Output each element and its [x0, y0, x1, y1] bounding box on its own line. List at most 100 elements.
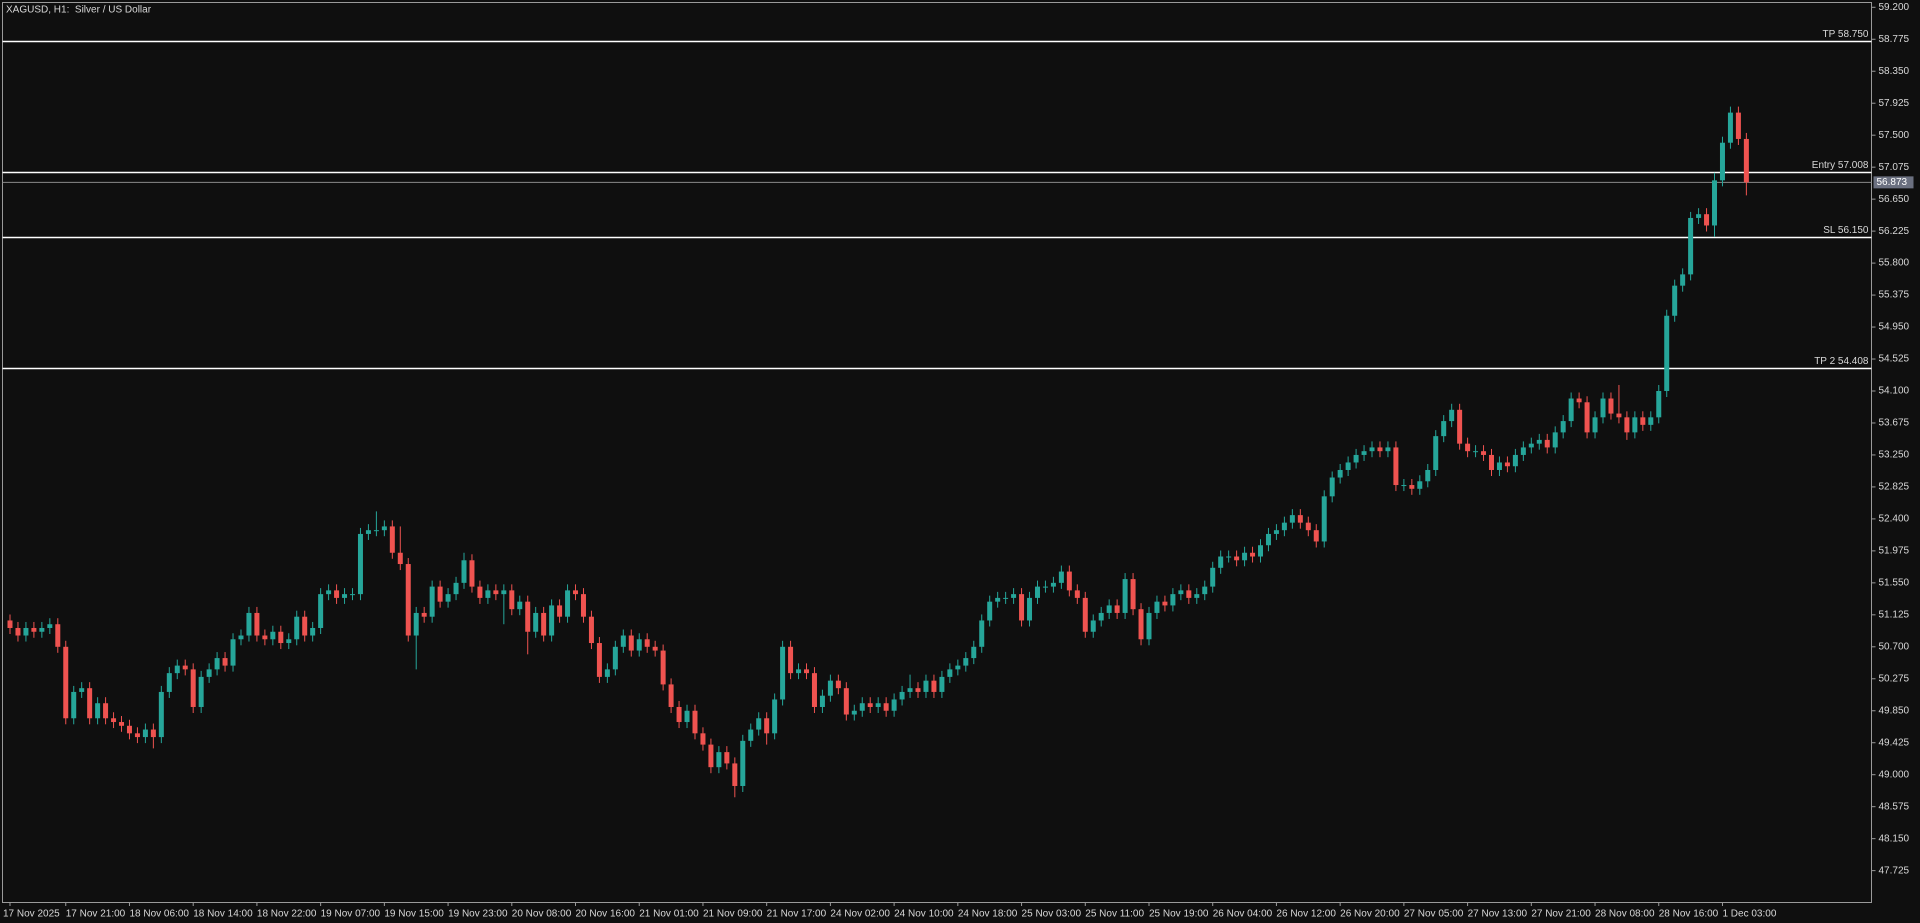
candle-body	[461, 560, 467, 583]
candle-body	[676, 706, 682, 723]
candle-body	[1194, 594, 1200, 598]
candle-body	[373, 530, 379, 532]
candle-body	[1544, 439, 1550, 448]
candle-body	[254, 612, 260, 636]
candle-body	[429, 586, 435, 617]
x-tick-label: 20 Nov 16:00	[576, 909, 636, 920]
candle-body	[1242, 552, 1248, 561]
candle-body	[565, 590, 571, 617]
candle-body	[15, 627, 21, 636]
candle-body	[1735, 112, 1741, 139]
x-tick-label: 18 Nov 22:00	[257, 909, 317, 920]
candle-body	[1074, 590, 1080, 598]
current-price-box	[1873, 176, 1914, 189]
candle-body	[1130, 579, 1136, 610]
y-tick-label: 49.425	[1879, 737, 1910, 748]
x-tick-label: 17 Nov 2025	[3, 909, 60, 920]
candle-body	[1473, 451, 1479, 453]
candle-body	[1441, 421, 1447, 437]
candle-body	[1433, 436, 1439, 470]
y-tick-label: 57.500	[1879, 130, 1910, 141]
candle-body	[1481, 451, 1487, 455]
candle-body	[421, 612, 427, 617]
x-tick-label: 25 Nov 19:00	[1149, 909, 1209, 920]
candle-body	[1584, 402, 1590, 433]
y-tick-label: 54.950	[1879, 322, 1910, 333]
y-tick-label: 50.700	[1879, 641, 1910, 652]
candle-body	[1066, 571, 1072, 591]
x-tick-label: 20 Nov 08:00	[512, 909, 572, 920]
candle-body	[533, 612, 539, 632]
candle-body	[883, 703, 889, 711]
y-tick-label: 50.275	[1879, 673, 1910, 684]
candle-body	[804, 669, 809, 674]
candle-body	[788, 646, 794, 674]
candle-body	[692, 710, 698, 734]
candle-body	[262, 635, 268, 640]
candle-body	[1297, 515, 1303, 523]
y-tick-label: 58.775	[1879, 34, 1910, 45]
candle-body	[1186, 590, 1192, 598]
candle-body	[963, 658, 969, 666]
candle-body	[1592, 417, 1598, 433]
candle-body	[1719, 142, 1725, 181]
candle-body	[835, 680, 841, 689]
y-tick-label: 57.925	[1879, 98, 1910, 109]
candle-body	[772, 699, 778, 734]
candle-body	[389, 526, 395, 553]
candle-body	[174, 665, 180, 674]
candle-body	[979, 620, 985, 647]
level-label: TP 2 54.408	[1814, 356, 1869, 367]
candle-body	[1385, 447, 1391, 452]
candle-body	[286, 639, 292, 644]
candle-body	[573, 590, 579, 595]
candle-body	[1504, 462, 1510, 467]
candle-body	[557, 605, 563, 617]
candle-body	[1680, 274, 1686, 286]
candle-body	[365, 530, 371, 534]
level-label: TP 58.750	[1823, 29, 1869, 40]
y-tick-label: 48.575	[1879, 801, 1910, 812]
x-tick-label: 27 Nov 21:00	[1531, 909, 1591, 920]
y-tick-label: 55.800	[1879, 258, 1910, 269]
x-tick-label: 27 Nov 13:00	[1468, 909, 1528, 920]
candle-body	[1250, 552, 1256, 557]
y-tick-label: 48.150	[1879, 833, 1910, 844]
candle-body	[509, 590, 515, 610]
candle-body	[397, 552, 403, 565]
candle-body	[1114, 605, 1120, 613]
candle-body	[588, 616, 594, 644]
candle-body	[1696, 214, 1702, 218]
candle-body	[1050, 582, 1056, 587]
candle-body	[1401, 485, 1407, 487]
candle-body	[660, 650, 666, 685]
candle-body	[485, 590, 491, 598]
candle-body	[126, 725, 132, 734]
candle-body	[1178, 590, 1184, 595]
candle-body	[1218, 556, 1224, 568]
candle-body	[1258, 545, 1264, 557]
x-tick-label: 19 Nov 23:00	[448, 909, 508, 920]
candle-body	[1042, 586, 1048, 588]
candle-body	[1512, 454, 1518, 467]
candle-body	[55, 624, 61, 647]
candle-body	[748, 729, 754, 741]
candle-body	[1528, 443, 1534, 448]
y-tick-label: 53.250	[1879, 450, 1910, 461]
x-tick-label: 21 Nov 01:00	[639, 909, 699, 920]
candle-body	[923, 680, 929, 692]
candle-body	[740, 740, 746, 786]
candle-body	[1704, 214, 1710, 226]
candle-body	[1520, 447, 1526, 455]
candle-body	[1656, 390, 1662, 418]
candle-body	[1003, 597, 1009, 599]
candle-body	[708, 744, 714, 768]
candle-body	[1281, 522, 1287, 531]
candle-body	[1457, 409, 1463, 444]
candle-body	[955, 665, 961, 670]
y-tick-label: 49.000	[1879, 769, 1910, 780]
candle-body	[1616, 413, 1622, 418]
candle-body	[891, 699, 897, 711]
